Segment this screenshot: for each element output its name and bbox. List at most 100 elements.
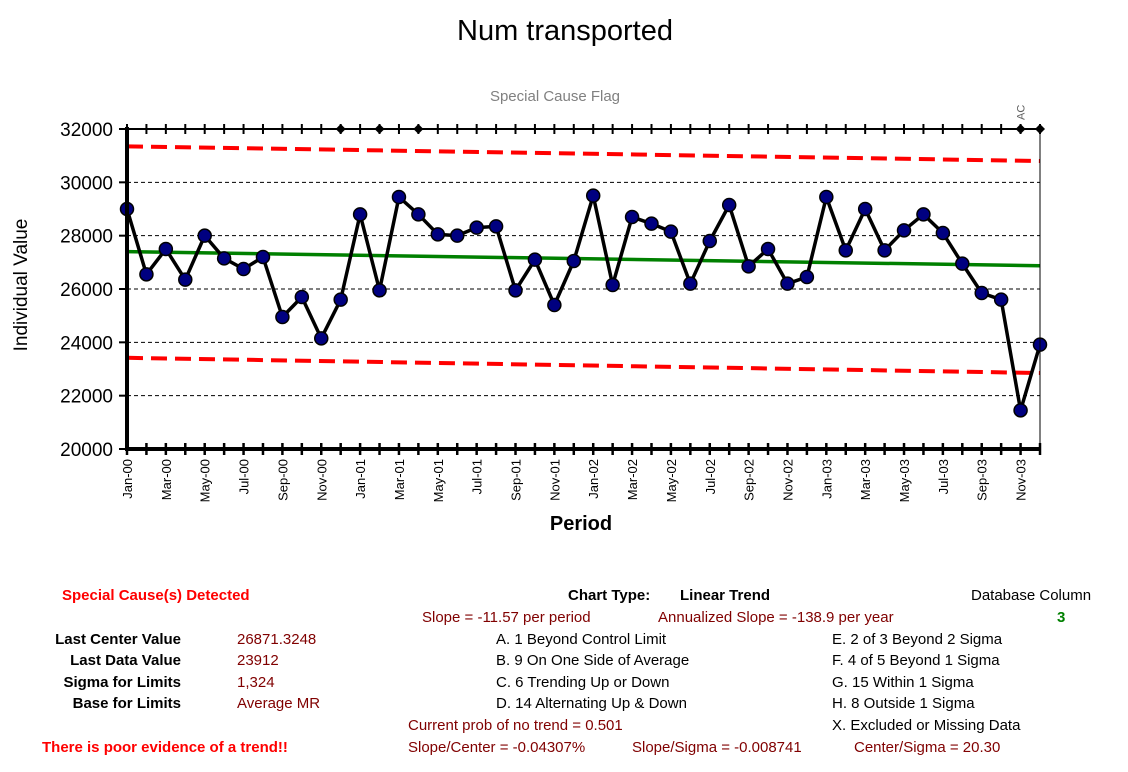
rule-a: A. 1 Beyond Control Limit bbox=[496, 631, 667, 648]
data-point bbox=[333, 292, 348, 307]
x-tick-label: Nov-03 bbox=[1014, 459, 1029, 501]
x-tick-label: May-00 bbox=[198, 459, 213, 502]
data-point bbox=[721, 197, 737, 213]
lower-control-limit bbox=[126, 355, 1041, 375]
data-point bbox=[741, 259, 756, 274]
data-point bbox=[294, 289, 310, 305]
x-tick-label: Jan-03 bbox=[819, 459, 834, 499]
special-cause-flag bbox=[1015, 124, 1026, 134]
slope-center: Slope/Center = -0.04307% bbox=[408, 739, 586, 756]
x-tick-label: Sep-01 bbox=[509, 459, 524, 501]
data-point bbox=[605, 277, 620, 293]
flag-label: AC bbox=[1016, 105, 1028, 120]
center-sigma: Center/Sigma = 20.30 bbox=[854, 739, 1001, 756]
data-point bbox=[216, 251, 232, 266]
slope-sigma: Slope/Sigma = -0.008741 bbox=[632, 739, 802, 756]
rule-f: F. 4 of 5 Beyond 1 Sigma bbox=[832, 652, 1000, 669]
data-point bbox=[857, 201, 873, 217]
data-point bbox=[430, 227, 446, 242]
data-point bbox=[644, 216, 659, 231]
x-tick-label: May-01 bbox=[431, 459, 446, 502]
data-point bbox=[236, 261, 251, 277]
upper-control-limit bbox=[126, 144, 1041, 163]
center-trend-line bbox=[126, 249, 1041, 268]
data-point bbox=[799, 269, 815, 285]
y-tick-label: 24000 bbox=[60, 333, 113, 354]
rule-x: X. Excluded or Missing Data bbox=[832, 717, 1021, 734]
db-column-label: Database Column bbox=[971, 587, 1092, 604]
data-point bbox=[955, 256, 970, 271]
x-tick-label: Sep-00 bbox=[275, 459, 290, 501]
x-tick-label: Mar-01 bbox=[392, 459, 407, 500]
data-point bbox=[139, 267, 154, 282]
rule-b: B. 9 On One Side of Average bbox=[496, 652, 690, 669]
last-center-label: Last Center Value bbox=[55, 631, 181, 648]
rule-h: H. 8 Outside 1 Sigma bbox=[832, 695, 975, 712]
data-point bbox=[469, 220, 484, 235]
data-point bbox=[877, 243, 892, 258]
data-point bbox=[158, 241, 174, 257]
x-tick-label: Sep-02 bbox=[742, 459, 757, 501]
data-point bbox=[275, 309, 290, 325]
data-point bbox=[935, 225, 951, 241]
slope-text: Slope = -11.57 per period bbox=[422, 609, 591, 626]
data-point bbox=[197, 228, 212, 243]
data-point bbox=[391, 189, 407, 205]
data-point bbox=[702, 233, 718, 249]
data-point bbox=[916, 207, 931, 222]
data-point bbox=[780, 276, 795, 291]
x-tick-label: Jul-02 bbox=[703, 459, 718, 494]
db-column-value: 3 bbox=[1057, 609, 1066, 626]
y-axis-label: Individual Value bbox=[11, 219, 32, 352]
data-point bbox=[255, 249, 271, 265]
y-tick-label: 26000 bbox=[60, 280, 113, 301]
x-axis-label: Period bbox=[550, 513, 612, 535]
y-tick-label: 30000 bbox=[60, 173, 113, 194]
data-point bbox=[314, 331, 329, 346]
sigma-label: Sigma for Limits bbox=[63, 674, 181, 691]
data-point bbox=[352, 207, 368, 222]
data-point bbox=[488, 219, 504, 234]
x-tick-label: Jan-00 bbox=[120, 459, 135, 499]
x-tick-label: Nov-01 bbox=[547, 459, 562, 501]
rule-g: G. 15 Within 1 Sigma bbox=[832, 674, 974, 691]
special-cause-flag bbox=[335, 124, 346, 134]
x-tick-label: Mar-02 bbox=[625, 459, 640, 500]
data-point bbox=[372, 283, 387, 298]
data-point bbox=[566, 253, 582, 269]
annualized-slope-text: Annualized Slope = -138.9 per year bbox=[658, 609, 894, 626]
x-tick-label: Jan-02 bbox=[586, 459, 601, 499]
x-tick-label: Sep-03 bbox=[975, 459, 990, 501]
y-tick-label: 20000 bbox=[60, 440, 113, 461]
y-tick-label: 28000 bbox=[60, 227, 113, 248]
data-point bbox=[527, 252, 543, 267]
data-point bbox=[993, 292, 1009, 307]
data-point bbox=[663, 224, 679, 239]
data-point bbox=[449, 228, 465, 243]
special-cause-heading: Special Cause(s) Detected bbox=[62, 587, 250, 604]
chart-subtitle: Special Cause Flag bbox=[490, 88, 620, 105]
data-point bbox=[547, 297, 562, 313]
rule-c: C. 6 Trending Up or Down bbox=[496, 674, 670, 691]
x-tick-label: Mar-03 bbox=[858, 459, 873, 500]
rule-d: D. 14 Alternating Up & Down bbox=[496, 695, 687, 712]
x-tick-label: Jul-00 bbox=[237, 459, 252, 494]
data-point bbox=[683, 276, 698, 291]
data-point bbox=[508, 283, 523, 298]
x-tick-label: Nov-02 bbox=[780, 459, 795, 501]
data-point bbox=[838, 243, 853, 258]
data-point bbox=[585, 188, 601, 203]
chart-type-value: Linear Trend bbox=[680, 587, 771, 604]
last-data-value: 23912 bbox=[237, 652, 279, 669]
x-tick-label: Jan-01 bbox=[353, 459, 368, 499]
data-point bbox=[896, 223, 912, 238]
x-tick-label: May-02 bbox=[664, 459, 679, 502]
y-tick-label: 22000 bbox=[60, 387, 113, 408]
prob-no-trend: Current prob of no trend = 0.501 bbox=[408, 717, 623, 734]
special-cause-flag bbox=[374, 124, 385, 134]
base-value: Average MR bbox=[237, 695, 321, 712]
rule-e: E. 2 of 3 Beyond 2 Sigma bbox=[832, 631, 1003, 648]
chart-title: Num transported bbox=[457, 15, 673, 47]
data-point bbox=[178, 272, 193, 287]
x-tick-label: Nov-00 bbox=[314, 459, 329, 501]
